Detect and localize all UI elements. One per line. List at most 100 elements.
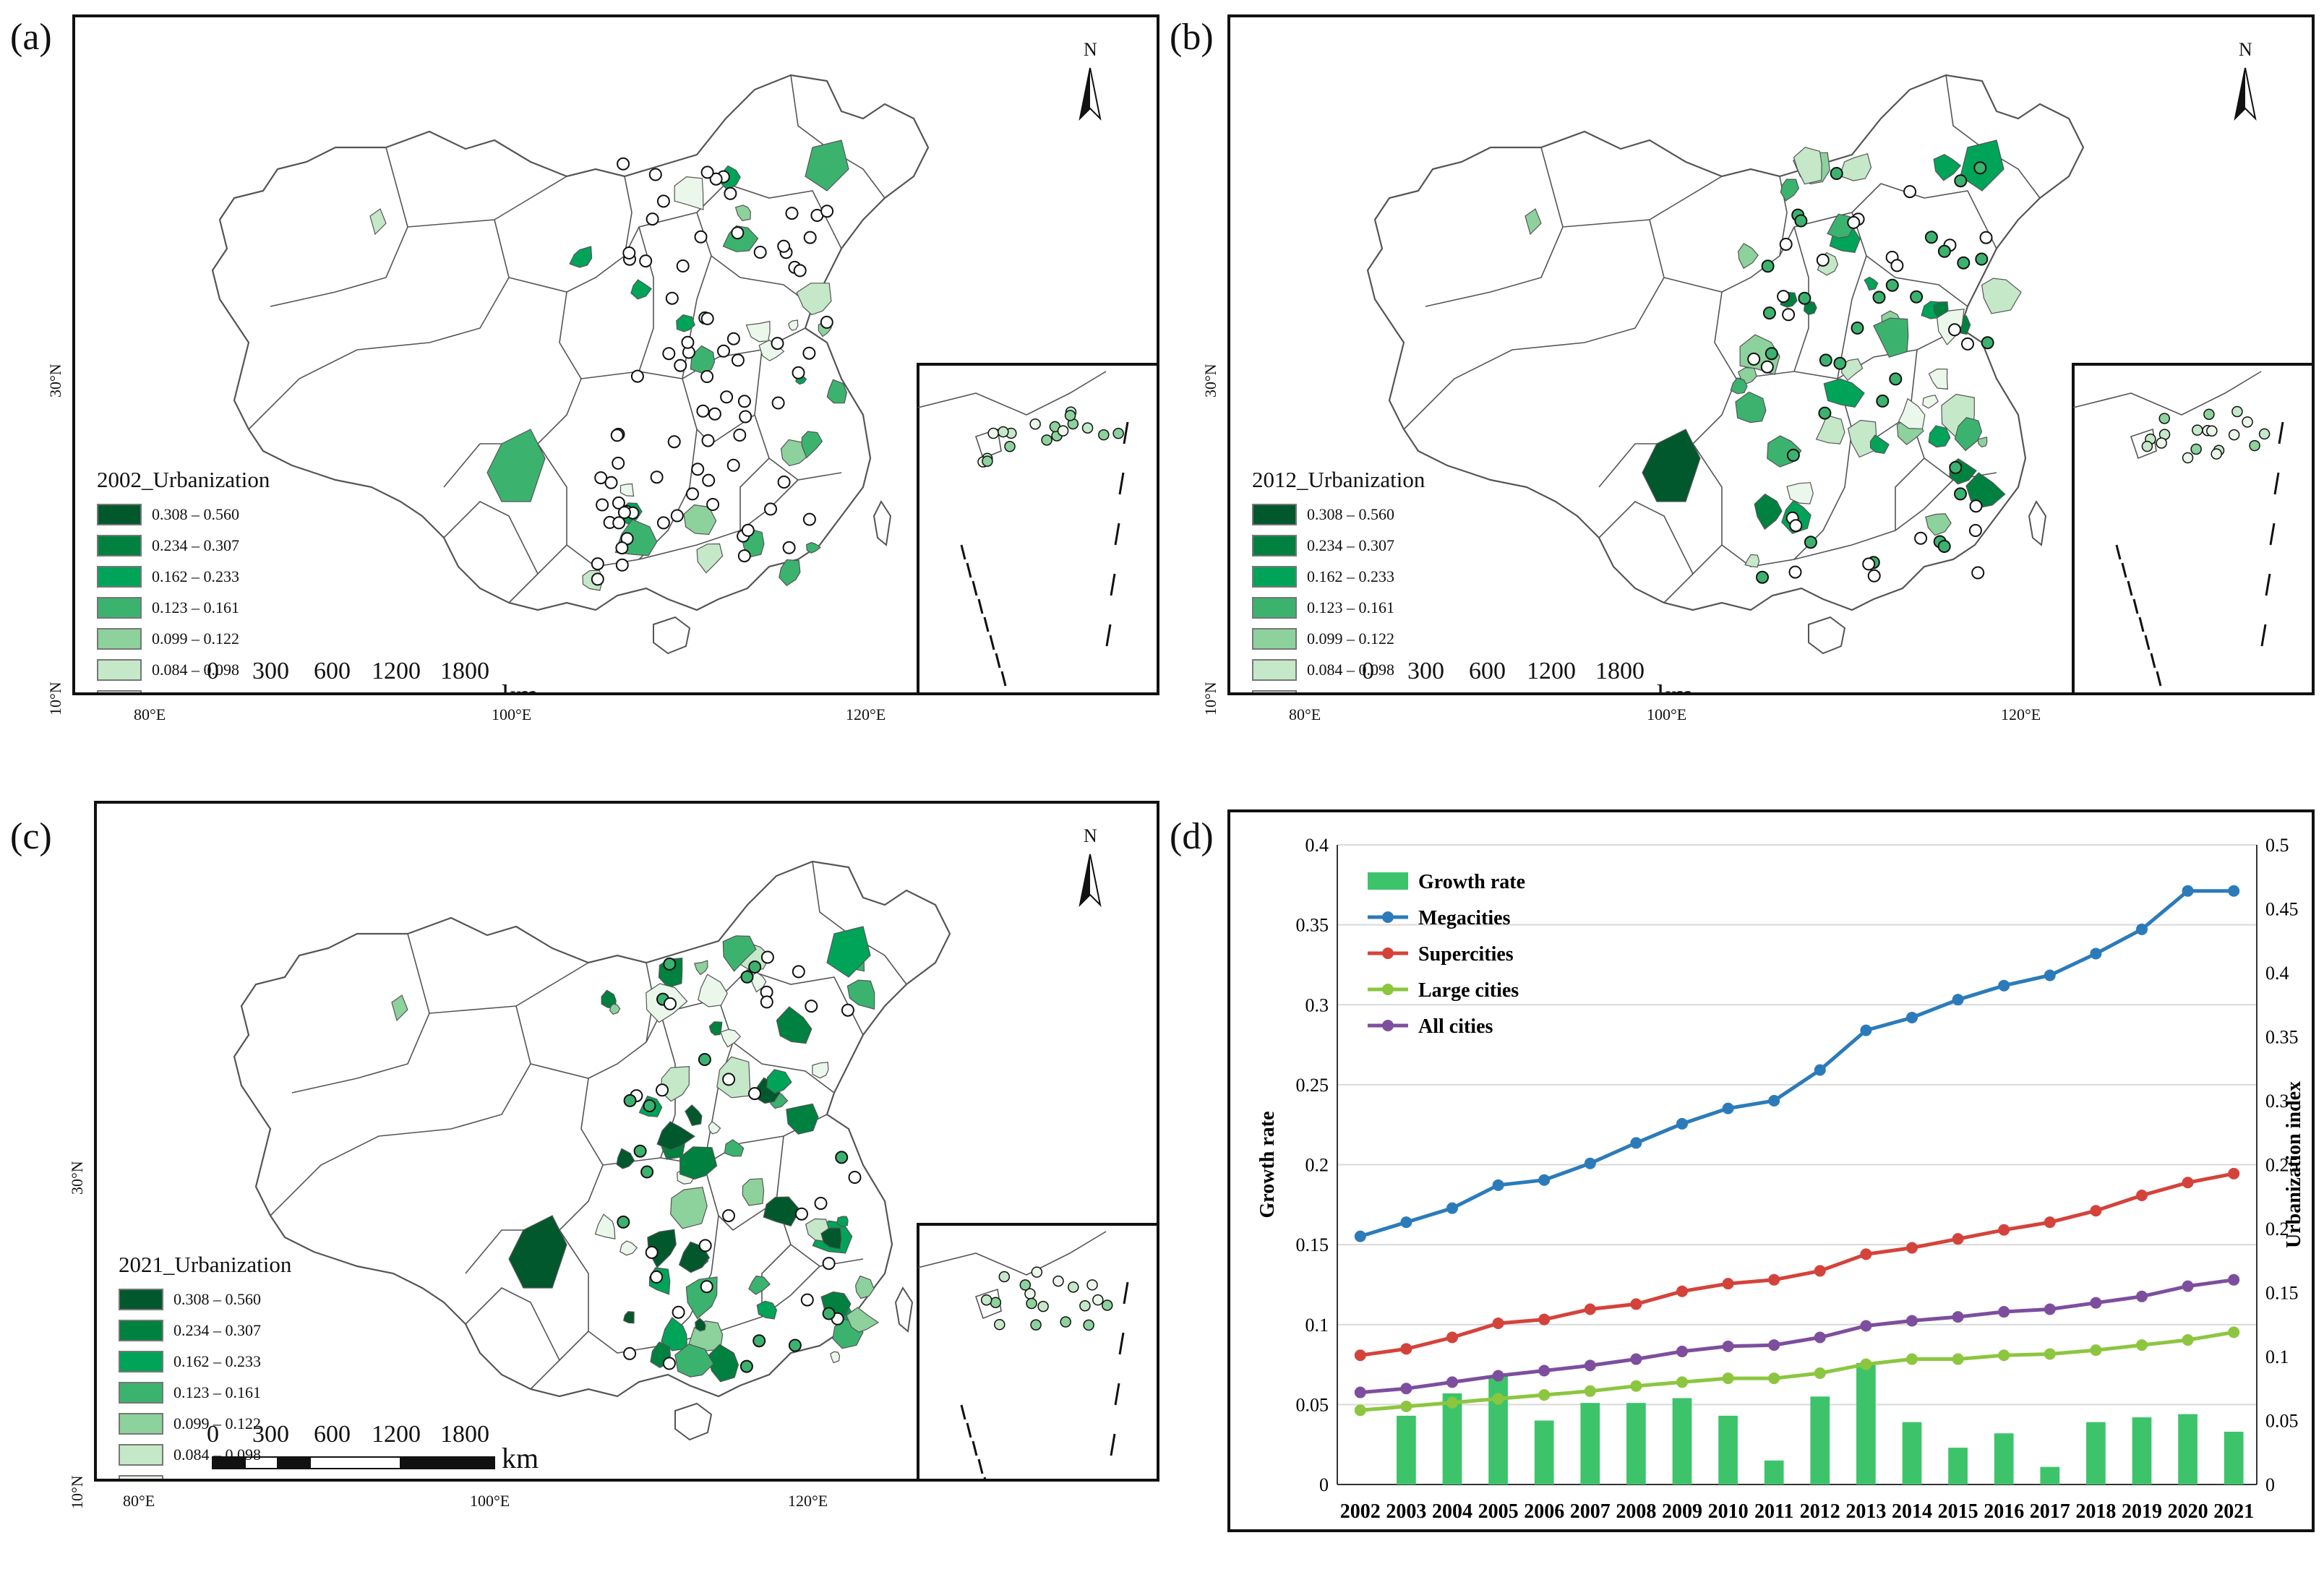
city-region [734,205,751,222]
city-point [741,523,755,537]
city-region [609,1003,621,1015]
scale-label: 600 [314,658,351,684]
city-point [698,1239,712,1252]
city-point [1760,360,1774,374]
scale-unit: km [502,1442,539,1474]
city-point [615,541,629,555]
scale-segment [245,694,278,695]
city-region [748,1275,771,1295]
inset-city [2211,448,2222,460]
legend-label: 0.123 – 0.161 [173,1383,261,1401]
nine-dash-line [1114,1383,1120,1406]
inset-city [1026,1297,1037,1310]
x-tick-label: 2016 [1984,1500,2024,1523]
city-point [596,498,609,512]
city-point [733,429,747,442]
y-tick-right: 0 [2265,1474,2275,1495]
legend-row: 0.099 – 0.122 [97,623,270,654]
series-point [1630,1353,1642,1365]
city-point [1961,337,1974,351]
series-point [1814,1367,1826,1380]
series-point [1722,1102,1734,1114]
nine-dash-line [2121,562,2127,578]
province-boundary [508,443,567,603]
city-region [1744,554,1760,568]
scale-bar [1368,694,1650,695]
south-china-sea-inset [917,1223,1157,1479]
city-point [623,1093,637,1107]
inset-city [1083,1319,1094,1331]
legend-swatch [119,1381,163,1404]
city-point [662,1357,676,1370]
china-map [211,74,930,655]
city-region [670,1187,708,1229]
y-tick-right: 0.45 [2265,899,2299,920]
city-region [695,1318,706,1332]
series-point [1354,1349,1366,1362]
north-arrow-fill [2235,68,2245,119]
legend-row: 0.308 – 0.560 [1252,499,1425,530]
legend-swatch [119,1319,163,1341]
x-tick-label: 2007 [1570,1500,1611,1523]
city-region-harbin [826,926,871,978]
city-point [1779,238,1793,251]
city-point [709,172,723,186]
inset-city [980,1294,992,1306]
series-point [1630,1298,1642,1310]
inset-city [1057,425,1069,437]
panel-label-b: (b) [1170,17,1214,58]
city-point [612,456,625,470]
province-boundary [465,1287,560,1361]
legend-swatch [97,534,142,557]
city-point [788,1338,802,1352]
legend-row: 0.123 – 0.161 [1252,592,1425,623]
city-point [1889,372,1903,386]
inset-city [2203,408,2215,420]
city-region [846,979,875,1010]
series-point [1814,1064,1826,1076]
growth-rate-bar [2040,1466,2060,1484]
series-point [1492,1317,1504,1329]
y-tick-right: 0.15 [2265,1283,2299,1304]
city-point [777,239,791,253]
legend-label: 0.234 – 0.307 [1307,536,1394,554]
province-boundary [602,1114,828,1166]
city-point [820,205,834,218]
panel-label-a: (a) [10,17,52,58]
city-point [667,435,681,449]
scale-segment [1433,694,1465,695]
series-point [2044,969,2056,981]
growth-rate-bar [2224,1431,2244,1484]
city-point [696,404,710,418]
inset-coastline [2072,371,2262,416]
province-boundary [638,226,654,372]
growth-rate-bar [1718,1415,1738,1484]
series-point [1400,1401,1412,1413]
nine-dash-line [977,598,984,614]
nine-dash-line [2269,523,2276,546]
series-point [1676,1376,1688,1388]
scale-label: 0 [1362,658,1374,684]
city-point [1798,291,1811,305]
x-tick-label: 2011 [1754,1500,1793,1523]
series-point [2228,1326,2240,1338]
scale-label: 1800 [440,1421,489,1448]
city-point [665,291,679,305]
legend-swatch [119,1443,163,1466]
city-region [1730,377,1748,395]
series-point [1354,1230,1366,1242]
city-point [731,226,745,240]
city-point [1937,244,1951,258]
city-point [1890,259,1904,272]
city-region [1793,147,1822,185]
y-axis-label-left: Growth rate [1256,1112,1279,1219]
nine-dash-line [1110,1433,1116,1456]
scale-segment [1368,694,1400,695]
series-point [1952,1233,1964,1245]
map-legend: 2021_Urbanization 0.308 – 0.560 0.234 – 0.… [119,1252,291,1479]
y-tick-left: 0.3 [1305,994,1329,1015]
city-region-harbin [805,139,849,192]
lon-label: 100°E [470,1492,510,1510]
inset-city [994,1318,1006,1331]
province-boundary [1598,291,1737,488]
